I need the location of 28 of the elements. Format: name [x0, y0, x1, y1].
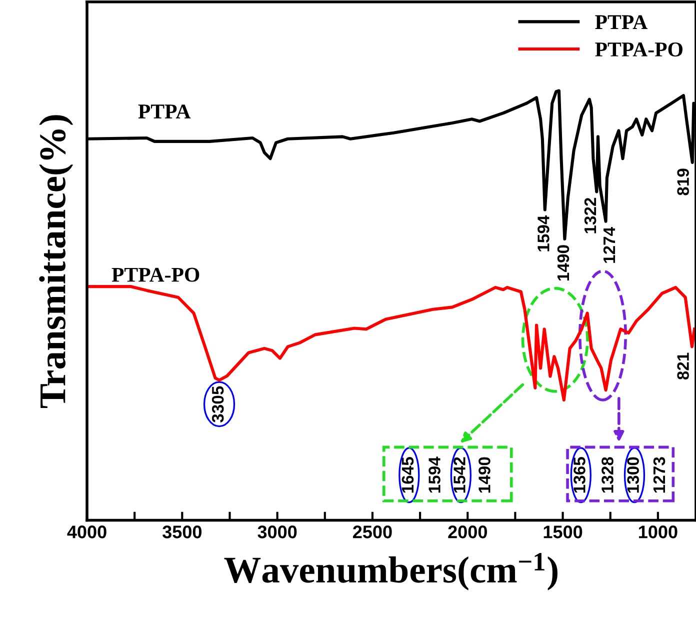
annotation: PTPA-PO — [112, 268, 200, 282]
annotation: 1300 — [627, 457, 639, 493]
annotation: 1490 — [478, 457, 490, 493]
annotation: 1274 — [603, 226, 616, 263]
x-tick-label: 3500 — [162, 526, 202, 538]
x-tick-label: 1000 — [638, 526, 678, 538]
annotation: PTPA — [138, 104, 191, 118]
annotation: 821 — [677, 352, 689, 380]
annotation: 1365 — [574, 457, 586, 493]
annotation: 1542 — [454, 457, 466, 493]
annotation: 1594 — [428, 456, 440, 493]
annotation: 1490 — [557, 245, 570, 280]
x-tick-label: 4000 — [67, 526, 106, 538]
legend-label: PTPA — [595, 15, 648, 29]
x-axis-title: Wavenumbers(cm$^{−1}$) — [224, 553, 558, 590]
y-axis-title: Transmittance(%) — [39, 115, 74, 408]
annotation: 819 — [677, 168, 689, 196]
x-tick-label: 1500 — [544, 526, 582, 538]
annotation: 1594 — [538, 215, 550, 252]
legend-label: PTPA-PO — [595, 42, 682, 57]
annotation: 1328 — [602, 457, 614, 493]
x-tick-label: 2000 — [448, 526, 487, 538]
annotation: 1322 — [584, 198, 596, 234]
annotation: 1273 — [653, 457, 666, 493]
x-tick-label: 3000 — [258, 526, 297, 538]
annotation: 3305 — [212, 386, 224, 422]
annotation: 1645 — [402, 457, 414, 493]
x-tick-label: 2500 — [353, 526, 392, 538]
